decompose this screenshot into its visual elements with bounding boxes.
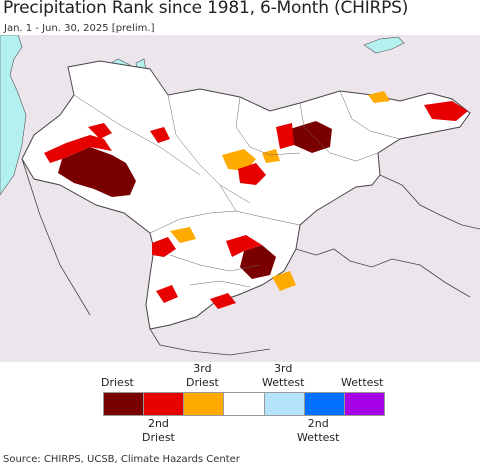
patch-south-east-red [210,293,236,309]
legend-swatch-driest [104,393,145,415]
patch-uzbek-orange [222,149,256,171]
legend-label-3rd-wettest: 3rd Wettest [262,362,305,389]
legend-label-2nd-wettest: 2nd Wettest [297,417,340,444]
patch-kyrgyz-dark [290,121,332,153]
legend-swatch-normal [224,393,265,415]
patch-west-afghan-orange [170,227,196,243]
region-map [0,35,480,356]
legend-swatch-2nd-driest [144,393,185,415]
patch-turkmenistan-red [44,135,112,163]
legend-label-2nd-driest: 2nd Driest [142,417,175,444]
source-credit: Source: CHIRPS, UCSB, Climate Hazards Ce… [3,454,240,465]
admin-borders [67,66,401,288]
patch-afghan-dark [240,245,276,279]
patch-east-orange [368,91,390,103]
patch-tajik-red [238,163,266,185]
legend-color-bar [103,392,385,416]
patch-west-afghan-red [152,237,176,257]
map-area [0,35,480,362]
legend-label-3rd-driest: 3rd Driest [186,362,219,389]
neighbor-borders [21,158,480,356]
legend-swatch-3rd-wettest [264,393,305,415]
patch-uzbekistan-north [150,127,170,143]
legend-swatch-2nd-wettest [304,393,345,415]
patch-turkmenistan-north [88,123,112,139]
lake-balkhash [363,36,405,54]
map-subtitle: Jan. 1 - Jun. 30, 2025 [prelim.] [4,23,155,34]
patch-kyrgyz-orange [262,149,280,163]
caspian-sea [0,35,27,196]
patch-south-red [156,285,178,303]
patch-afghan-red [226,235,262,257]
patch-east-red [424,101,468,121]
central-asia-land [21,60,471,330]
patch-afghan-orange [272,271,296,291]
legend-swatch-3rd-driest [184,393,225,415]
rank-patches [44,91,468,309]
map-title: Precipitation Rank since 1981, 6-Month (… [3,0,409,18]
legend-label-wettest: Wettest [341,376,384,389]
legend-label-driest: Driest [101,376,134,389]
patch-kyrgyz-red [276,123,294,149]
legend-swatch-wettest [344,393,384,415]
patch-turkmenistan-dark [58,147,136,197]
